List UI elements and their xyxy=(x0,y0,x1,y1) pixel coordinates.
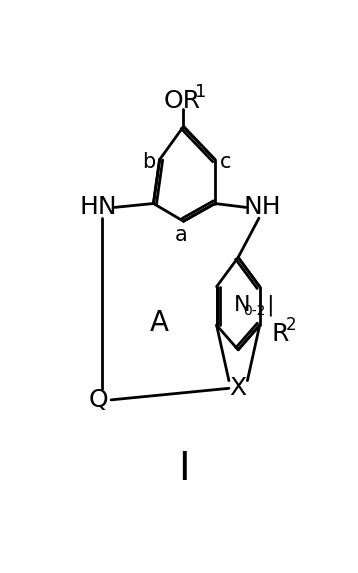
Text: R: R xyxy=(272,323,289,347)
Text: N: N xyxy=(233,295,250,315)
Text: 2: 2 xyxy=(286,316,296,334)
Text: I: I xyxy=(178,450,189,488)
Text: A: A xyxy=(150,309,169,337)
Text: b: b xyxy=(142,152,155,172)
Text: NH: NH xyxy=(244,195,282,219)
Text: Q: Q xyxy=(88,388,108,412)
Text: X: X xyxy=(229,376,247,401)
Text: OR: OR xyxy=(164,89,200,113)
Text: c: c xyxy=(220,152,232,172)
Text: a: a xyxy=(175,225,188,245)
Text: 1: 1 xyxy=(195,83,206,101)
Text: 0-2: 0-2 xyxy=(243,304,266,319)
Text: |: | xyxy=(266,295,274,316)
Text: HN: HN xyxy=(79,195,117,219)
